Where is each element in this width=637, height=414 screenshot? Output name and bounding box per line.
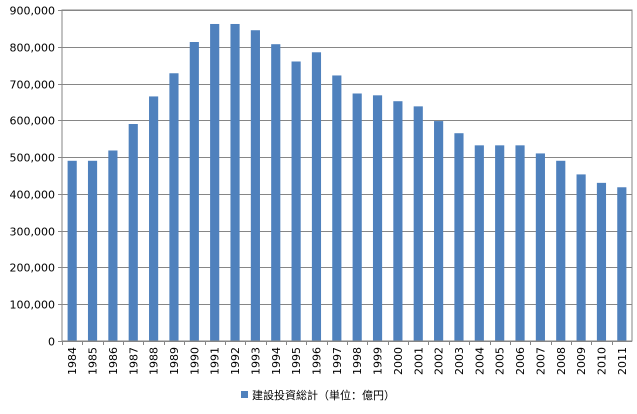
bar-2000 <box>393 101 403 342</box>
y-tick-label: 700,000 <box>10 79 56 92</box>
bars <box>67 23 627 342</box>
x-tick-label-2009: 2009 <box>575 347 588 375</box>
bar-2005 <box>495 145 505 341</box>
x-tick-label-2008: 2008 <box>555 347 568 375</box>
y-tick-label: 0 <box>48 336 55 349</box>
x-tick-label-1997: 1997 <box>331 347 344 375</box>
bar-2010 <box>596 182 607 341</box>
x-tick-label-1996: 1996 <box>310 347 323 375</box>
y-tick-label: 600,000 <box>10 115 56 128</box>
x-tick-label-1998: 1998 <box>351 347 364 375</box>
plot-area-border <box>61 9 633 342</box>
x-tick-label-2004: 2004 <box>473 347 486 375</box>
x-tick-label-1990: 1990 <box>188 347 201 375</box>
x-tick-label-1999: 1999 <box>372 347 385 375</box>
x-tick-label-1987: 1987 <box>127 347 140 375</box>
x-tick-label-1993: 1993 <box>249 347 262 375</box>
x-axis-tick-labels: 1984 1985 1986 1987 1988 1989 1990 1991 1992 1993… <box>66 347 629 375</box>
x-tick-label-2010: 2010 <box>595 347 608 375</box>
x-tick-label-1994: 1994 <box>270 347 283 375</box>
bar-2007 <box>535 153 545 341</box>
x-tick-label-1984: 1984 <box>66 347 79 375</box>
axes <box>58 9 633 345</box>
y-tick-label: 200,000 <box>10 262 56 275</box>
x-tick-label-1985: 1985 <box>87 347 100 375</box>
bar-1985 <box>87 160 98 341</box>
y-tick-label: 500,000 <box>10 152 56 165</box>
bar-2009 <box>576 174 586 341</box>
bar-1988 <box>149 96 159 342</box>
bar-1992 <box>230 23 240 341</box>
bar-1999 <box>372 95 383 341</box>
bar-1993 <box>250 30 260 341</box>
bar-1986 <box>108 150 118 341</box>
bar-1984 <box>67 160 77 341</box>
legend: 建設投資総計（単位：億円） <box>241 388 395 402</box>
bar-2003 <box>454 133 464 341</box>
y-axis-tick-labels: 0 100,000 200,000 300,000 400,000 500,000 600,… <box>10 5 56 349</box>
x-tick-label-1991: 1991 <box>209 347 222 375</box>
legend-swatch <box>241 391 248 398</box>
bar-1996 <box>311 52 322 341</box>
x-tick-label-2011: 2011 <box>616 347 629 375</box>
bar-1991 <box>210 23 220 341</box>
y-tick-label: 800,000 <box>10 42 56 55</box>
bar-2002 <box>434 121 444 341</box>
x-tick-label-1988: 1988 <box>148 347 161 375</box>
x-tick-label-2000: 2000 <box>392 347 405 375</box>
y-tick-label: 300,000 <box>10 226 56 239</box>
bar-1998 <box>352 93 362 342</box>
bar-1995 <box>291 61 301 342</box>
x-tick-label-2005: 2005 <box>494 347 507 375</box>
y-tick-label: 900,000 <box>10 5 56 18</box>
bar-2004 <box>474 145 484 341</box>
y-tick-label: 400,000 <box>10 189 56 202</box>
bar-1987 <box>128 124 138 341</box>
x-tick-label-2006: 2006 <box>514 347 527 375</box>
legend-label: 建設投資総計（単位：億円） <box>252 388 395 402</box>
x-tick-label-1992: 1992 <box>229 347 242 375</box>
x-tick-label-2002: 2002 <box>433 347 446 375</box>
x-tick-label-1995: 1995 <box>290 347 303 375</box>
bar-1989 <box>169 73 179 341</box>
x-tick-label-1986: 1986 <box>107 347 120 375</box>
x-tick-label-1989: 1989 <box>168 347 181 375</box>
x-tick-label-2001: 2001 <box>412 347 425 375</box>
bar-1997 <box>332 75 342 342</box>
bar-1990 <box>189 42 199 341</box>
x-tick-label-2003: 2003 <box>453 347 466 375</box>
bar-2011 <box>617 187 627 341</box>
gridlines <box>62 10 632 342</box>
bar-2001 <box>413 106 423 341</box>
y-tick-label: 100,000 <box>10 299 56 312</box>
bar-2006 <box>515 145 525 341</box>
bar-1994 <box>271 44 281 341</box>
bar-2008 <box>556 160 566 341</box>
x-tick-label-2007: 2007 <box>534 347 547 375</box>
